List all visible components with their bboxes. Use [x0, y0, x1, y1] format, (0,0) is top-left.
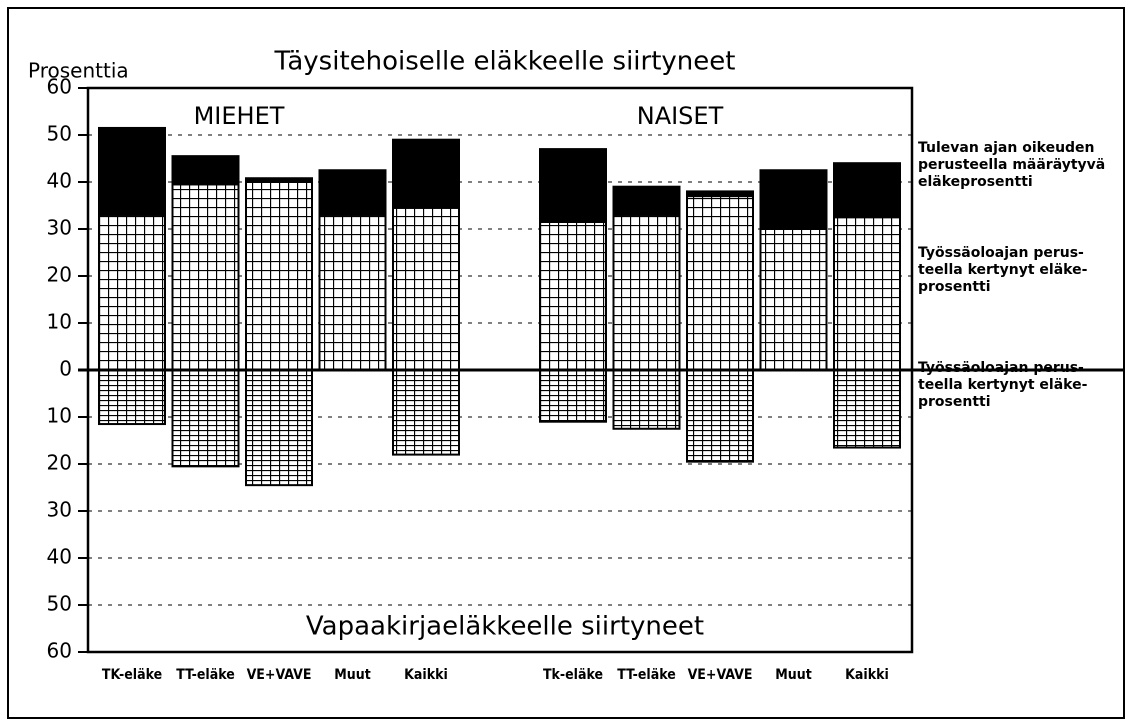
bar-segment [833, 369, 901, 449]
bar-segment [171, 155, 240, 186]
y-tick-label: 20 [47, 263, 72, 287]
bar-segment [98, 126, 166, 216]
bar-segment [318, 169, 387, 216]
bar-segment [392, 138, 460, 209]
bar-segment [759, 169, 828, 230]
x-tick-label: Muut [334, 667, 371, 683]
legend-label: Työssäoloajan perus-teella kertynyt eläk… [918, 245, 1088, 295]
bar-segment [612, 213, 681, 371]
y-tick-label: 0 [59, 357, 72, 381]
x-tick-label: Kaikki [404, 667, 448, 683]
x-tick-label: TK-eläke [102, 667, 162, 683]
bar-segment [98, 369, 166, 426]
legend-label: Tulevan ajan oikeuden perusteella määräyt… [918, 140, 1105, 190]
y-tick-label: 40 [47, 169, 72, 193]
bar-segment [539, 369, 607, 423]
x-tick-label: Tk-eläke [543, 667, 603, 683]
bar-segment [612, 369, 681, 430]
bar-segment [392, 369, 460, 456]
bar-segment [171, 183, 240, 371]
chart-subtitle: Vapaakirjaeläkkeelle siirtyneet [306, 612, 704, 642]
x-tick-label: Kaikki [845, 667, 889, 683]
bar-segment [245, 177, 313, 184]
group-label: MIEHET [194, 102, 285, 130]
bar-segment [245, 369, 313, 487]
chart-title: Täysitehoiselle eläkkeelle siirtyneet [274, 47, 736, 77]
bar-segment [171, 369, 240, 468]
x-tick-label: VE+VAVE [688, 667, 753, 683]
y-tick-label: 60 [47, 639, 72, 663]
y-tick-label: 10 [47, 404, 72, 428]
x-tick-label: Muut [775, 667, 812, 683]
group-label: NAISET [637, 102, 724, 130]
y-tick-label: 20 [47, 451, 72, 475]
bar-segment [539, 220, 607, 371]
legend-label: Työssäoloajan perus-teella kertynyt eläk… [918, 360, 1088, 410]
x-tick-label: TT-eläke [617, 667, 676, 683]
x-tick-label: VE+VAVE [247, 667, 312, 683]
y-tick-label: 50 [47, 592, 72, 616]
bar-segment [686, 369, 754, 463]
bar-segment [686, 190, 754, 198]
bar-segment [833, 162, 901, 219]
bar-segment [392, 206, 460, 371]
y-tick-label: 30 [47, 216, 72, 240]
y-axis-label: Prosenttia [28, 59, 129, 83]
x-tick-label: TT-eläke [176, 667, 235, 683]
y-tick-label: 50 [47, 122, 72, 146]
bar-segment [833, 216, 901, 371]
bar-segment [98, 213, 166, 371]
y-tick-label: 40 [47, 545, 72, 569]
bar-segment [759, 228, 828, 371]
bar-segment [318, 213, 387, 371]
frame [7, 7, 1125, 719]
bar-segment [612, 185, 681, 216]
bar-segment [245, 181, 313, 371]
y-tick-label: 60 [47, 75, 72, 99]
bar-segment [686, 195, 754, 371]
bar-segment [539, 148, 607, 223]
y-tick-label: 10 [47, 310, 72, 334]
y-tick-label: 30 [47, 498, 72, 522]
